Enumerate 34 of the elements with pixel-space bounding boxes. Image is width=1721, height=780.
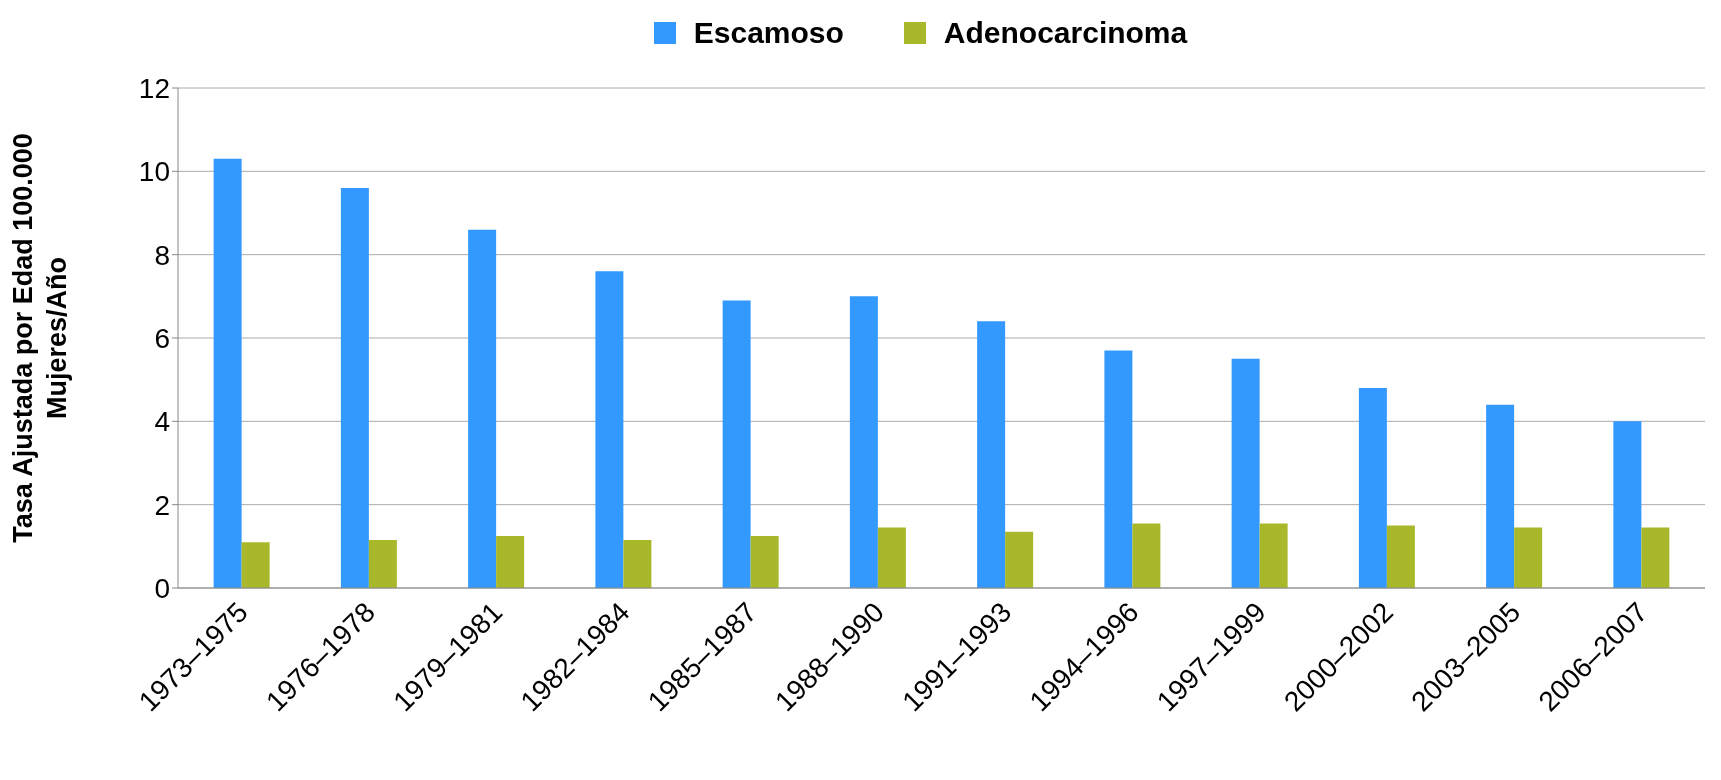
- y-tick-label: 12: [138, 72, 170, 104]
- y-tick-label: 4: [154, 406, 170, 438]
- y-tick-label: 0: [154, 572, 170, 604]
- bar: [1132, 523, 1161, 588]
- bar: [368, 540, 397, 588]
- bar: [1641, 527, 1670, 588]
- bar: [1005, 531, 1034, 588]
- bar: [977, 321, 1006, 588]
- legend-label: Escamoso: [693, 16, 844, 50]
- bar: [1259, 523, 1288, 588]
- y-tick-label: 6: [154, 322, 170, 354]
- bar: [1514, 527, 1543, 588]
- bar: [1486, 404, 1515, 588]
- y-axis-title: Tasa Ajustada por Edad 100.000 Mujeres/Año: [8, 133, 72, 543]
- bar: [1231, 358, 1260, 588]
- bar: [340, 188, 369, 588]
- bar: [213, 158, 242, 588]
- bar: [849, 296, 878, 588]
- bar: [1104, 350, 1133, 588]
- bar: [877, 527, 906, 588]
- legend-label: Adenocarcinoma: [943, 16, 1188, 50]
- bar: [750, 535, 779, 588]
- y-tick-label: 8: [154, 239, 170, 271]
- bar: [496, 535, 525, 588]
- y-tick-label: 10: [138, 156, 170, 188]
- bar: [1386, 525, 1415, 588]
- bar: [1358, 388, 1387, 588]
- bar: [1613, 421, 1642, 588]
- bar: [468, 229, 497, 588]
- y-tick-label: 2: [154, 489, 170, 521]
- bar: [623, 540, 652, 588]
- bar: [595, 271, 624, 588]
- bar: [722, 300, 751, 588]
- bar: [241, 542, 270, 588]
